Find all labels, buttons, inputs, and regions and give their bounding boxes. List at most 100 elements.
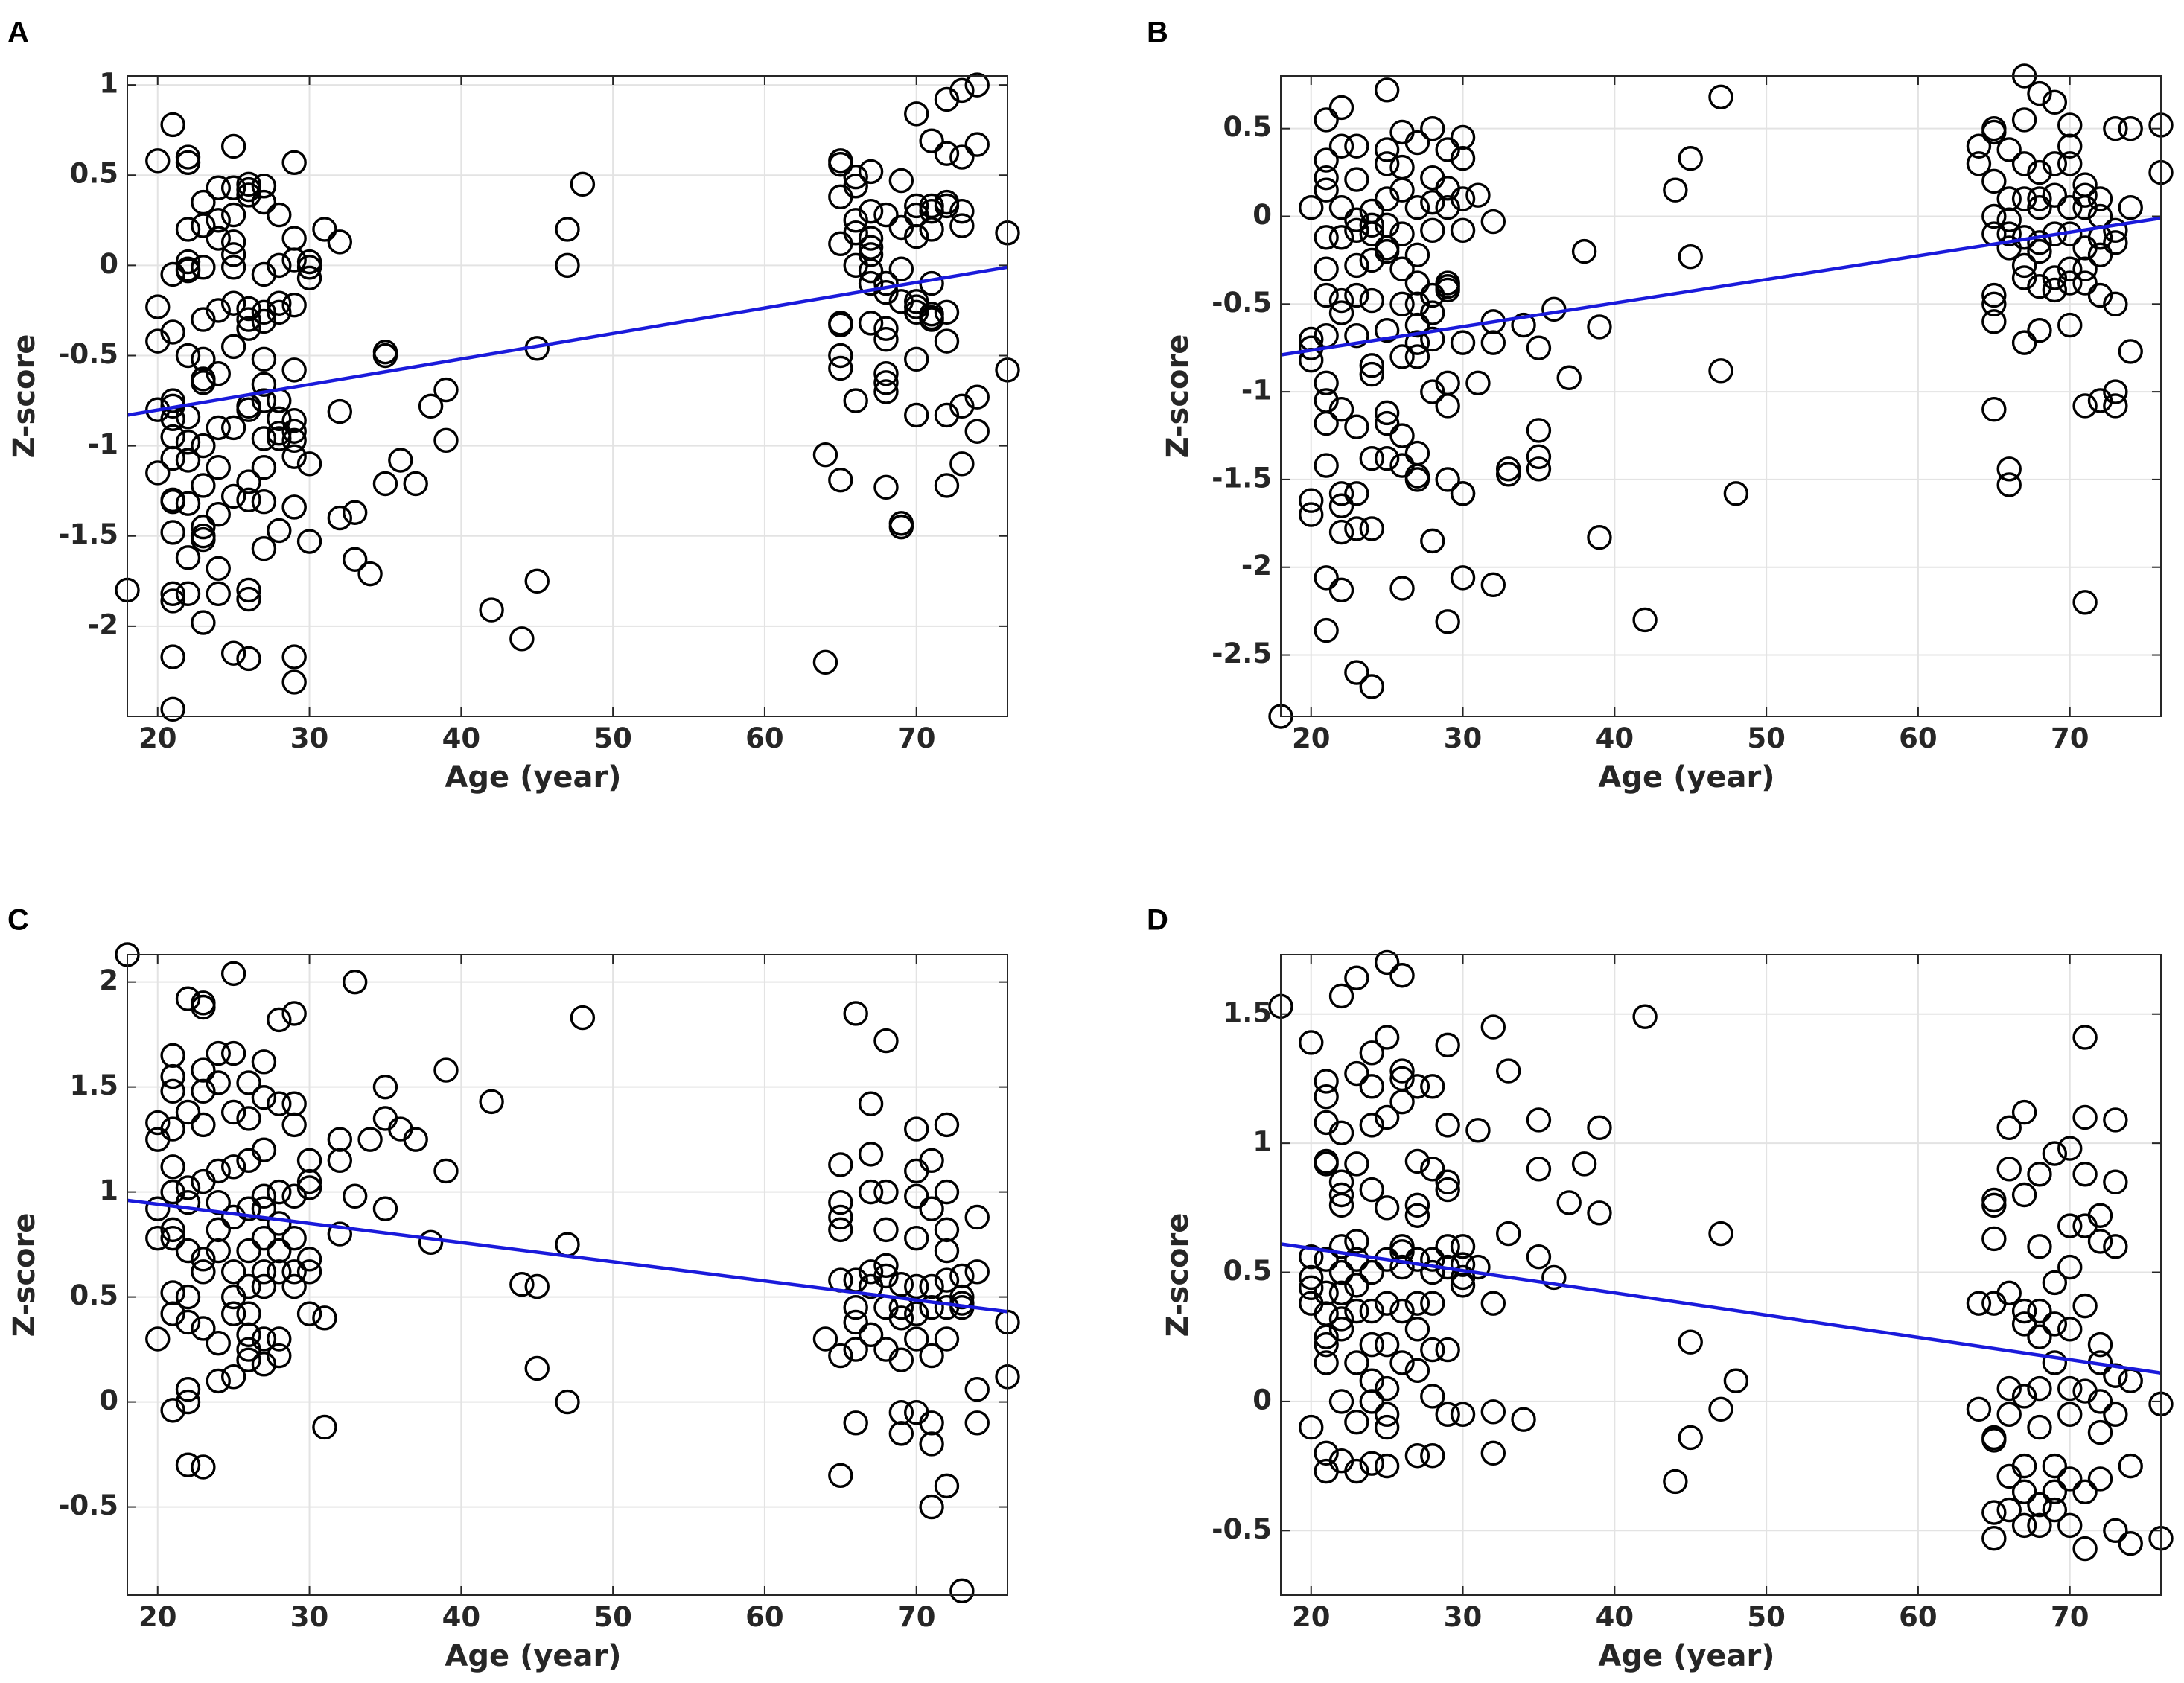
plot-frame [127,75,1008,717]
data-point [2087,1203,2113,1228]
data-point [1495,462,1521,487]
data-point [1328,300,1354,325]
data-point [251,174,277,199]
data-point [1404,1192,1430,1218]
data-point [1328,1317,1354,1342]
data-point [281,150,307,175]
data-point [296,1247,322,1272]
data-point [2087,1332,2113,1358]
data-point [220,229,246,255]
data-point [312,1305,337,1331]
data-point [2011,265,2037,290]
data-point [2011,1298,2037,1324]
data-point [1587,314,1612,340]
data-point [281,408,307,433]
data-point [251,1137,277,1162]
data-point [904,346,929,372]
data-point [175,249,201,275]
data-point [858,258,884,284]
data-point [1708,358,1733,384]
data-point [1359,445,1384,471]
data-point [342,547,368,572]
data-point [267,1091,292,1116]
data-point [267,1326,292,1352]
data-point [1374,400,1400,426]
data-point [175,986,201,1011]
data-point [904,1225,929,1251]
data-point [206,556,231,582]
data-point [1435,609,1460,634]
data-point [1344,282,1369,308]
data-point [160,319,185,345]
y-tick-label: 1 [1252,1126,1272,1158]
data-point [964,1410,990,1436]
data-point [191,255,216,280]
data-point [1420,1443,1445,1469]
data-point [873,202,899,228]
y-tick-label: -0.5 [58,1489,118,1521]
data-point [220,1364,246,1390]
data-point [236,182,261,208]
data-point [191,213,216,238]
data-point [1404,242,1430,268]
y-tick-label: 0 [1252,199,1272,231]
data-point [1996,1402,2022,1427]
data-point [175,1309,201,1335]
data-point [1981,309,2007,334]
data-point [175,1175,201,1200]
data-point [873,379,899,404]
data-point [2072,1479,2098,1504]
data-point [828,152,853,177]
data-point [1344,1060,1369,1087]
regression-line [1280,1242,2162,1375]
data-point [2042,277,2068,303]
data-point [2103,1234,2128,1259]
data-point [2118,115,2143,141]
data-point [2027,238,2052,264]
data-point [281,669,307,695]
data-point [160,1217,185,1243]
data-point [327,1221,353,1247]
x-tick-label: 40 [442,722,481,754]
data-point [1981,291,2007,317]
data-point [1996,186,2022,211]
data-point [145,148,171,174]
data-point [1966,1291,1992,1316]
x-tick-label: 50 [1747,722,1786,754]
data-point [1314,1084,1339,1110]
data-point [1678,1425,1703,1451]
data-point [433,1158,459,1184]
data-point [949,1263,975,1289]
data-point [220,1204,246,1230]
data-point [1374,137,1400,162]
data-point [220,133,246,159]
y-axis-ticks: -0.5 0 0.5 1 1.5 [1212,996,2161,1545]
data-point [828,1217,853,1243]
data-point [1420,1247,1445,1272]
data-point [1526,1244,1552,1270]
data-point [873,280,899,305]
data-point [251,489,277,515]
data-point [1587,1200,1612,1226]
data-point [160,112,185,138]
data-point [191,1112,216,1138]
data-point [2027,1512,2052,1539]
data-point [1328,1192,1354,1218]
data-point [191,370,216,395]
data-point [403,471,428,497]
data-point [403,1127,428,1152]
data-point [1404,467,1430,492]
data-point [858,1259,884,1285]
data-point [1404,270,1430,296]
y-tick-label: 0.5 [69,1279,118,1311]
data-point [267,1343,292,1369]
data-point [267,518,292,544]
data-point [1314,1069,1339,1094]
data-point [2057,270,2083,296]
data-point [1495,1058,1521,1084]
data-point [843,1001,868,1026]
data-point [1328,396,1354,422]
data-point [1996,472,2022,497]
x-tick-label: 70 [897,722,936,754]
